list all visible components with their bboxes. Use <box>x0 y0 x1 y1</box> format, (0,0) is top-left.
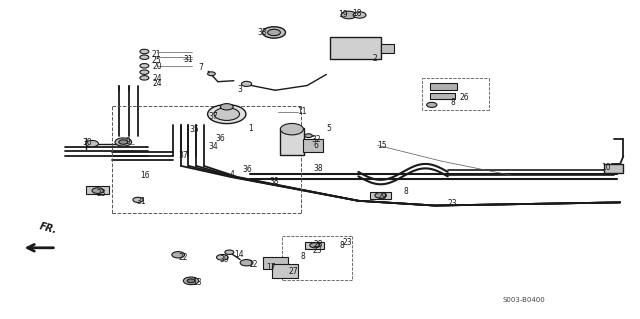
Circle shape <box>225 250 234 255</box>
Text: 11: 11 <box>298 108 307 116</box>
Circle shape <box>140 49 149 54</box>
Bar <box>280 128 304 155</box>
Circle shape <box>268 29 280 36</box>
Circle shape <box>86 140 99 147</box>
Text: 23: 23 <box>97 189 106 198</box>
Text: 9: 9 <box>125 137 130 146</box>
Circle shape <box>220 104 233 110</box>
Text: 37: 37 <box>209 112 219 121</box>
Text: 34: 34 <box>208 142 218 151</box>
Circle shape <box>341 11 356 19</box>
Circle shape <box>115 138 132 146</box>
Circle shape <box>241 81 252 86</box>
Circle shape <box>375 193 387 198</box>
Text: 13: 13 <box>192 278 202 287</box>
Text: 31: 31 <box>136 197 146 206</box>
Circle shape <box>133 197 143 202</box>
Text: 38: 38 <box>314 164 323 173</box>
Text: 6: 6 <box>314 141 319 150</box>
Text: 23: 23 <box>312 246 322 255</box>
Text: FR.: FR. <box>38 221 59 235</box>
Text: 5: 5 <box>326 124 332 133</box>
Bar <box>431 83 458 90</box>
Circle shape <box>214 108 239 121</box>
Circle shape <box>427 102 437 108</box>
Bar <box>371 192 391 199</box>
Text: 7: 7 <box>198 63 204 72</box>
Text: 24: 24 <box>152 79 162 88</box>
Text: 36: 36 <box>215 134 225 143</box>
Text: 12: 12 <box>248 260 258 270</box>
Bar <box>262 257 288 269</box>
Text: 35: 35 <box>189 125 199 134</box>
Circle shape <box>140 76 149 80</box>
Text: 8: 8 <box>451 98 456 107</box>
Text: 23: 23 <box>342 238 352 247</box>
Text: 18: 18 <box>352 9 362 18</box>
Text: 14: 14 <box>234 250 243 259</box>
Bar <box>303 139 323 152</box>
Circle shape <box>140 55 149 59</box>
Bar <box>86 187 109 195</box>
Text: 17: 17 <box>266 263 275 272</box>
Circle shape <box>183 277 198 285</box>
Text: 25: 25 <box>152 56 161 65</box>
Circle shape <box>353 12 366 18</box>
Text: 33: 33 <box>257 28 267 37</box>
Circle shape <box>216 255 228 260</box>
Text: 8: 8 <box>339 241 344 250</box>
Text: 16: 16 <box>140 171 150 180</box>
Text: 36: 36 <box>242 165 252 174</box>
Text: 4: 4 <box>229 170 234 179</box>
Circle shape <box>280 123 303 135</box>
Circle shape <box>172 252 184 258</box>
Text: 20: 20 <box>152 62 162 71</box>
Circle shape <box>262 27 285 38</box>
Text: 3: 3 <box>237 85 242 94</box>
Bar <box>604 164 623 173</box>
Circle shape <box>207 72 215 76</box>
Text: 15: 15 <box>378 141 387 150</box>
Text: 30: 30 <box>83 138 92 147</box>
Bar <box>330 37 381 59</box>
Text: 38: 38 <box>269 177 278 186</box>
Text: 21: 21 <box>152 49 161 59</box>
Text: 31: 31 <box>183 55 193 64</box>
Text: S003-B0400: S003-B0400 <box>502 297 545 303</box>
Bar <box>305 242 324 249</box>
Bar <box>430 93 456 99</box>
Text: 32: 32 <box>312 135 321 144</box>
Text: 8: 8 <box>403 187 408 197</box>
Text: 26: 26 <box>460 93 469 102</box>
Text: 29: 29 <box>378 192 387 202</box>
Circle shape <box>310 243 320 248</box>
Bar <box>272 264 298 278</box>
Circle shape <box>119 140 128 144</box>
Text: 19: 19 <box>338 11 348 19</box>
Circle shape <box>92 188 104 194</box>
Text: 1: 1 <box>248 124 253 133</box>
Text: 24: 24 <box>152 74 162 83</box>
Circle shape <box>305 134 312 137</box>
Text: 22: 22 <box>178 253 188 262</box>
Text: 10: 10 <box>601 163 611 172</box>
Text: 27: 27 <box>288 267 298 276</box>
Text: 28: 28 <box>314 240 323 249</box>
Bar <box>381 44 394 53</box>
Text: 23: 23 <box>448 198 458 208</box>
Circle shape <box>187 279 195 283</box>
Circle shape <box>240 260 253 266</box>
Text: 8: 8 <box>301 252 305 261</box>
Circle shape <box>140 63 149 68</box>
Text: 2: 2 <box>372 54 377 63</box>
Circle shape <box>207 105 246 123</box>
Text: 37: 37 <box>178 151 188 160</box>
Circle shape <box>140 70 149 74</box>
Text: 39: 39 <box>219 255 229 264</box>
